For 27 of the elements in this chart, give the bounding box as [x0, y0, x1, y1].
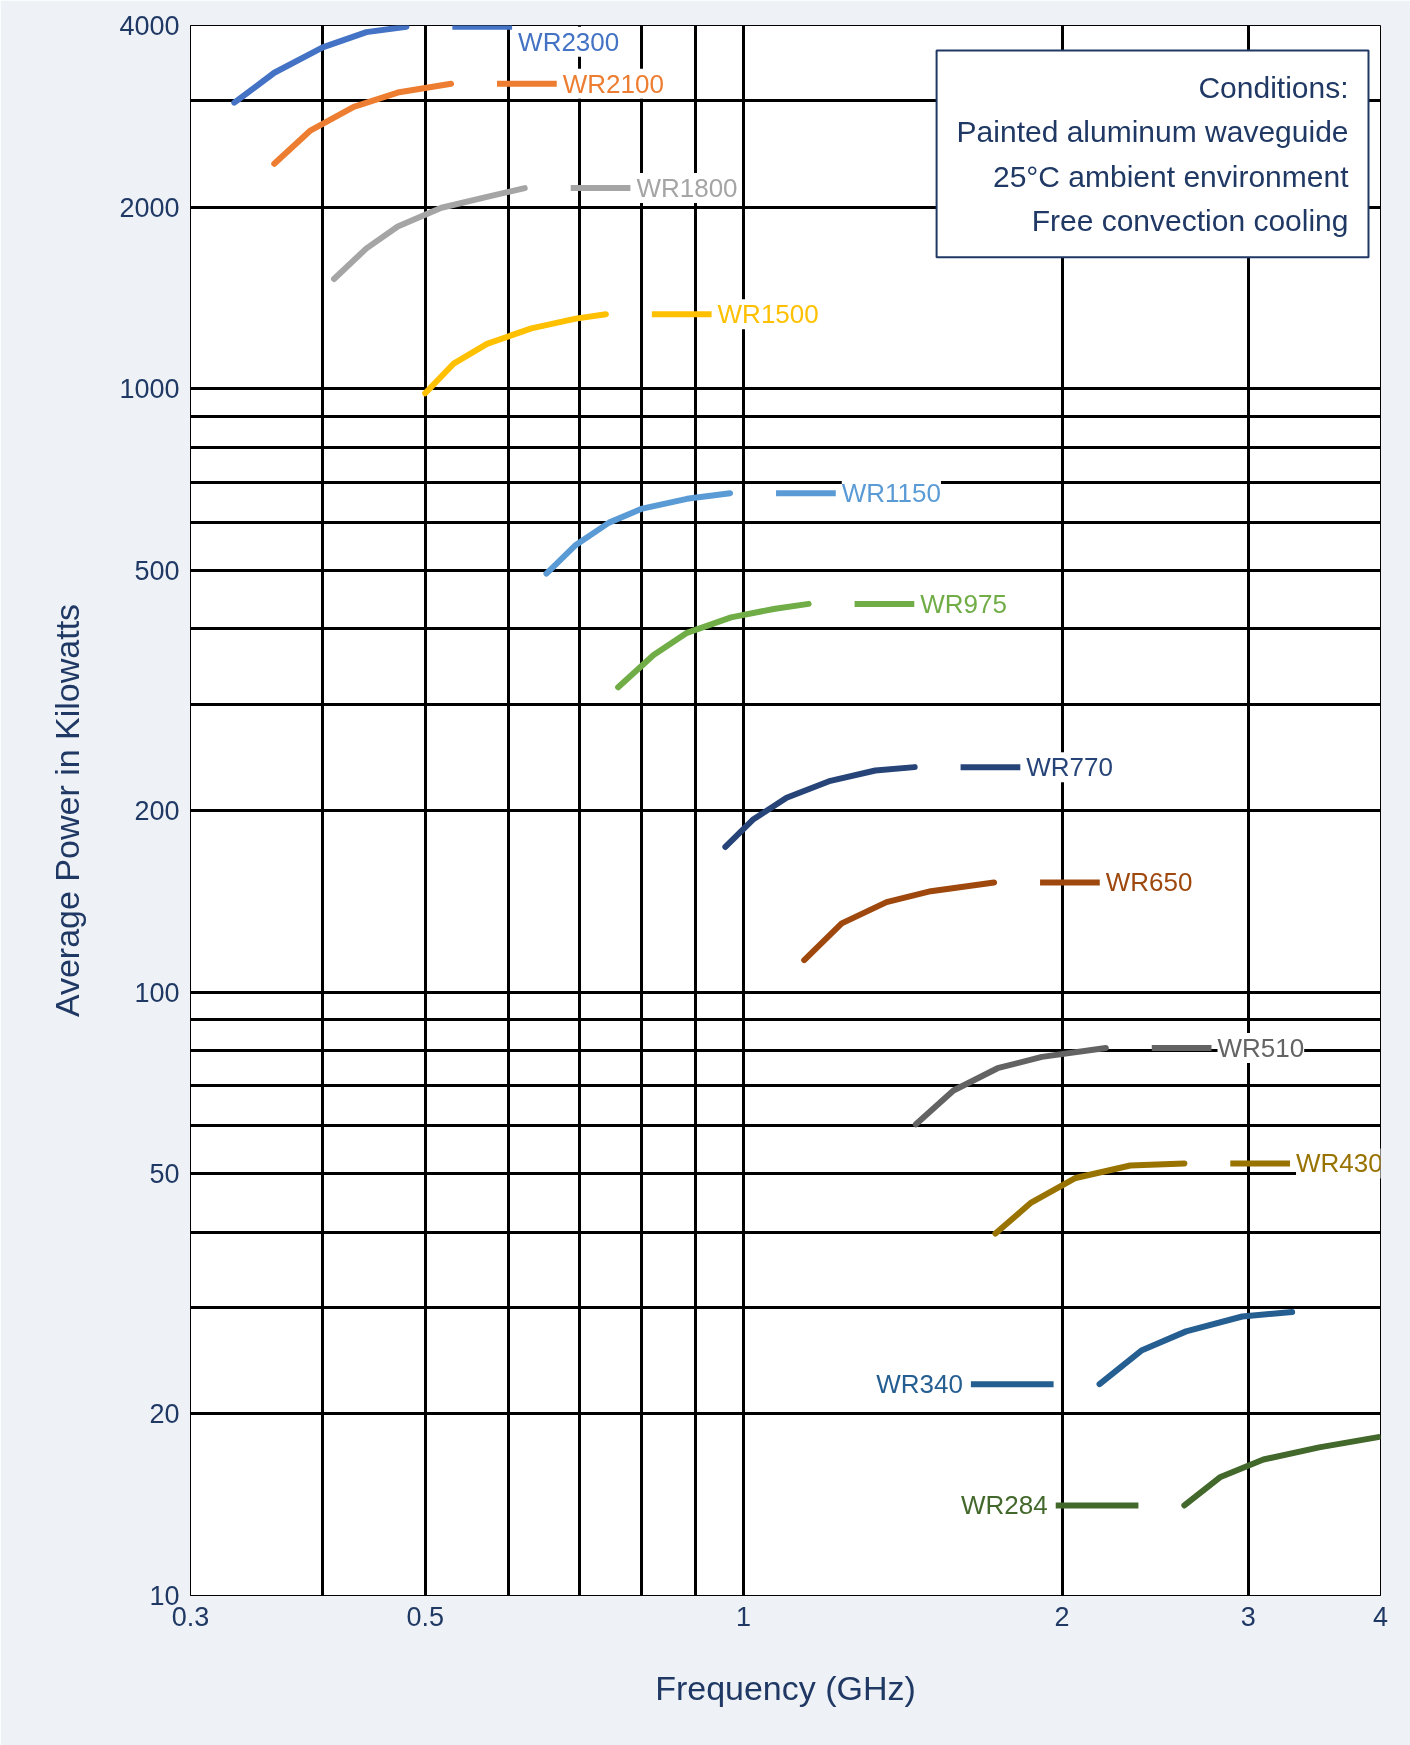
x-tick-label: 3: [1240, 1601, 1256, 1632]
y-tick-label: 4000: [119, 11, 180, 41]
y-tick-label: 20: [149, 1399, 180, 1430]
y-tick-label: 2000: [119, 192, 180, 223]
x-tick-label: 1: [736, 1601, 752, 1632]
y-tick-label: 100: [134, 977, 180, 1008]
x-axis-title: Frequency (GHz): [655, 1668, 916, 1707]
legend-label: WR975: [920, 588, 1007, 619]
legend-label: WR510: [1217, 1033, 1305, 1063]
text: WR340: [876, 1369, 963, 1400]
x-tick-label: 2: [1054, 1601, 1070, 1632]
y-tick-label: 200: [134, 796, 180, 826]
y-axis-title: Average Power in Kilowatts: [48, 603, 87, 1018]
legend-label: WR650: [1105, 867, 1193, 898]
legend-label: WR1800: [636, 173, 738, 204]
legend-label: WR2100: [562, 68, 664, 99]
x-tick-label: 4: [1372, 1601, 1389, 1632]
legend-label: WR1500: [717, 299, 819, 330]
annotation: Conditions: Painted aluminum waveguide 25°C ambient environment Free convection cooling: [956, 70, 1350, 238]
legend-label: WR2300: [518, 26, 620, 57]
y-tick-label: 50: [149, 1159, 180, 1190]
legend-label: WR770: [1026, 752, 1114, 783]
text: WR284: [961, 1490, 1048, 1521]
y-tick-label: 1000: [119, 374, 180, 405]
x-tick-label: 0.5: [406, 1601, 444, 1632]
legend-label: WR1150: [841, 478, 941, 509]
y-tick-label: 500: [134, 555, 180, 586]
